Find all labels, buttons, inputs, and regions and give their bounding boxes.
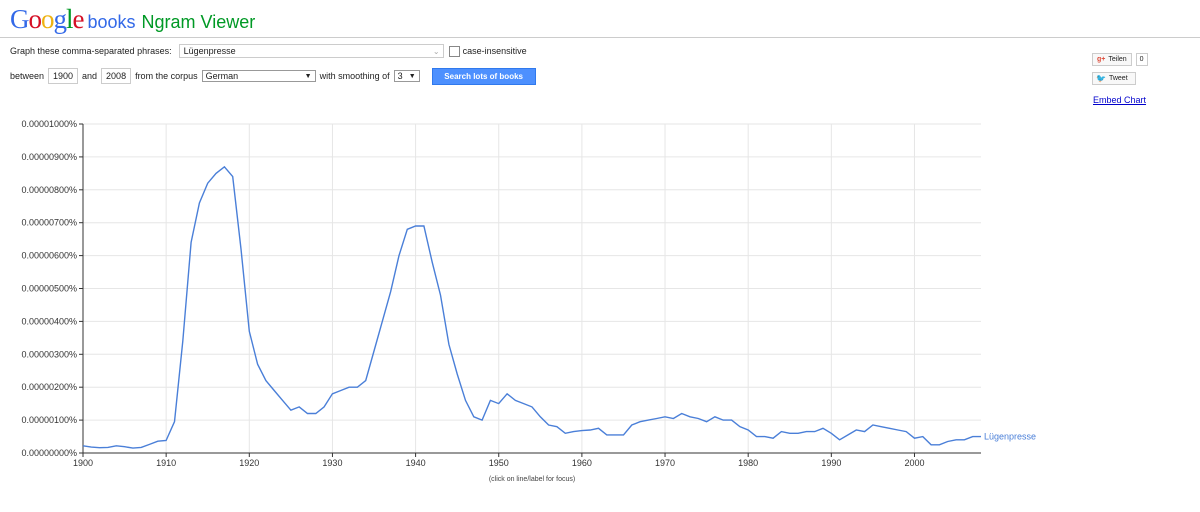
logo-letter: o: [28, 4, 42, 34]
dropdown-arrow-icon: ▼: [408, 72, 416, 80]
logo-letter: g: [53, 4, 67, 34]
y-tick-label: 0.00000100%: [21, 415, 77, 425]
y-tick-label: 0.00000400%: [21, 316, 77, 326]
phrase-row: Graph these comma-separated phrases: Lüg…: [10, 43, 527, 59]
corpus-value: German: [205, 71, 239, 81]
between-label: between: [10, 71, 45, 81]
x-axis: 1900 1910 1920 1930 1940 1950 1960 1970 1980 1990…: [73, 452, 981, 468]
chevron-down-icon: ⌄: [432, 46, 440, 56]
x-tick-label: 2000: [904, 458, 924, 468]
books-wordmark[interactable]: books: [87, 12, 136, 32]
tweet-button[interactable]: 🐦 Tweet: [1092, 72, 1136, 85]
smoothing-value: 3: [397, 71, 403, 81]
options-row: between 1900 and 2008 from the corpus Ge…: [10, 67, 536, 85]
page-header: Google books Ngram Viewer: [10, 4, 255, 36]
google-plus-icon: g+: [1097, 56, 1106, 63]
y-tick-label: 0.00000700%: [21, 218, 77, 228]
corpus-label: from the corpus: [135, 71, 198, 81]
and-label: and: [82, 71, 98, 81]
tweet-label: Tweet: [1108, 75, 1128, 82]
y-tick-label: 0.00000000%: [21, 448, 77, 458]
y-axis: 0.00000000% 0.00000100% 0.00000200% 0.00000…: [21, 119, 84, 458]
share-count: 0: [1135, 53, 1148, 66]
x-tick-label: 1930: [322, 458, 342, 468]
share-label: Teilen: [1108, 56, 1127, 63]
end-year-input[interactable]: 2008: [101, 68, 132, 84]
y-tick-label: 0.00001000%: [21, 119, 77, 129]
y-tick-label: 0.00000300%: [21, 349, 77, 359]
embed-chart-link[interactable]: Embed Chart: [1093, 95, 1147, 105]
x-tick-label: 1980: [738, 458, 758, 468]
twitter-bird-icon: 🐦: [1096, 74, 1106, 83]
app-title: Ngram Viewer: [141, 12, 256, 32]
chart-grid: [82, 123, 981, 454]
logo-letter: e: [72, 4, 85, 34]
y-tick-label: 0.00000600%: [21, 251, 77, 261]
start-year-input[interactable]: 1900: [48, 68, 79, 84]
social-buttons: g+ Teilen 0 🐦 Tweet: [1092, 53, 1148, 85]
x-tick-label: 1970: [655, 458, 675, 468]
chart-series: Lügenpresse: [82, 165, 1036, 449]
logo-letter: l: [66, 4, 73, 34]
y-tick-label: 0.00000500%: [21, 284, 77, 294]
y-tick-label: 0.00000900%: [21, 152, 77, 162]
case-insensitive-label: case-insensitive: [462, 46, 527, 56]
x-tick-label: 1900: [73, 458, 93, 468]
phrases-value: Lügenpresse: [183, 46, 236, 56]
x-tick-label: 1950: [489, 458, 509, 468]
y-tick-label: 0.00000800%: [21, 185, 77, 195]
header-divider: [0, 37, 1200, 38]
google-logo[interactable]: Google: [10, 4, 84, 35]
gplus-share-button[interactable]: g+ Teilen: [1092, 53, 1132, 66]
series-label[interactable]: Lügenpresse: [984, 432, 1036, 442]
x-tick-label: 1990: [821, 458, 841, 468]
phrases-label: Graph these comma-separated phrases:: [10, 46, 172, 56]
smoothing-label: with smoothing of: [319, 71, 390, 81]
logo-letter: G: [10, 4, 29, 34]
smoothing-select[interactable]: 3 ▼: [393, 70, 420, 82]
corpus-select[interactable]: German ▼: [201, 70, 316, 82]
gplus-share: g+ Teilen 0: [1092, 53, 1148, 66]
series-line-lugenpresse[interactable]: [82, 165, 981, 449]
chart-footnote: (click on line/label for focus): [489, 476, 575, 483]
x-tick-label: 1920: [239, 458, 259, 468]
case-insensitive-checkbox[interactable]: [448, 45, 460, 57]
phrases-input[interactable]: Lügenpresse ⌄: [178, 44, 444, 58]
x-tick-label: 1960: [572, 458, 592, 468]
y-tick-label: 0.00000200%: [21, 382, 77, 392]
logo-letter: o: [41, 4, 54, 34]
search-button[interactable]: Search lots of books: [431, 67, 536, 85]
x-tick-label: 1910: [156, 458, 176, 468]
dropdown-arrow-icon: ▼: [304, 72, 312, 80]
x-tick-label: 1940: [406, 458, 426, 468]
